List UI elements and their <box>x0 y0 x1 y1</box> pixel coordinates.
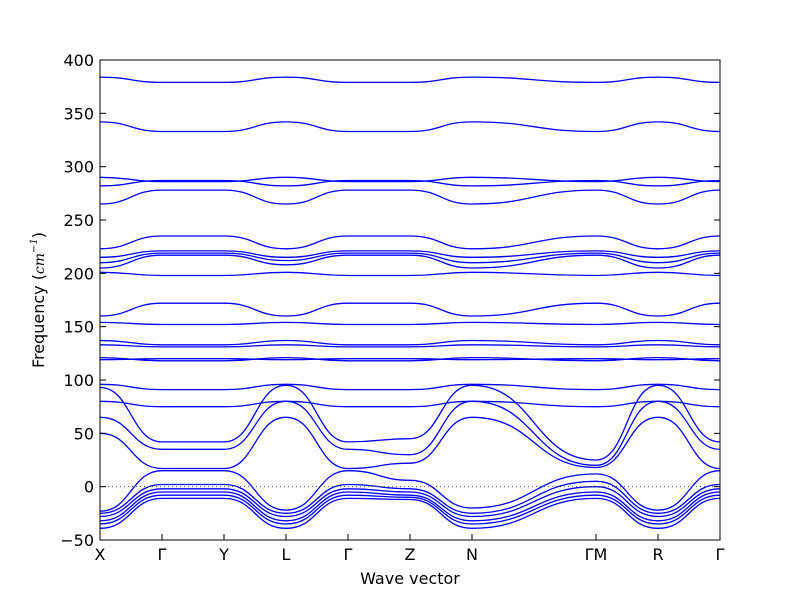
y-axis-ticks: −50 0 50 100 150 200 250 300 350 400 <box>60 51 720 550</box>
x-tick-label: N <box>466 545 478 564</box>
band-2 <box>99 121 721 133</box>
y-tick-label: 0 <box>84 478 94 497</box>
band-14 <box>99 344 721 348</box>
band-26 <box>99 494 721 525</box>
band-20 <box>99 400 721 466</box>
x-tick-label: Γ <box>716 545 725 564</box>
band-7 <box>99 250 721 258</box>
x-axis-ticks: X Γ Y L Γ Z N ΓM R Γ <box>95 534 725 564</box>
x-axis-label: Wave vector <box>360 569 460 588</box>
band-8 <box>99 252 721 264</box>
band-18 <box>99 400 721 408</box>
band-25 <box>99 491 721 522</box>
x-tick-label: R <box>652 545 663 564</box>
y-tick-label: 150 <box>63 318 94 337</box>
y-tick-label: 400 <box>63 51 94 70</box>
band-23 <box>99 480 721 514</box>
y-tick-label: 300 <box>63 158 94 177</box>
band-lines <box>99 76 721 529</box>
band-6 <box>99 235 721 250</box>
band-17 <box>99 383 721 391</box>
y-tick-label: 100 <box>63 371 94 390</box>
x-tick-label: ΓM <box>585 545 608 564</box>
band-3 <box>99 176 721 183</box>
band-22 <box>99 470 721 512</box>
band-24 <box>99 486 721 518</box>
band-19 <box>99 384 721 461</box>
band-21 <box>99 416 721 470</box>
y-tick-label: 250 <box>63 211 94 230</box>
band-12 <box>99 321 721 326</box>
y-tick-label: 50 <box>74 424 94 443</box>
x-tick-label: L <box>282 545 291 564</box>
band-13 <box>99 339 721 346</box>
band-27 <box>99 497 721 529</box>
y-tick-label: 350 <box>63 104 94 123</box>
x-tick-label: X <box>95 545 106 564</box>
x-tick-label: Γ <box>344 545 353 564</box>
x-tick-label: Γ <box>158 545 167 564</box>
band-11 <box>99 302 721 317</box>
band-4 <box>99 179 721 187</box>
band-5 <box>99 189 721 205</box>
y-tick-label: 200 <box>63 264 94 283</box>
band-16 <box>99 358 721 361</box>
band-9 <box>99 254 721 269</box>
y-tick-label: −50 <box>60 531 94 550</box>
y-axis-label: Frequency (cm−1) <box>29 232 48 368</box>
band-1 <box>99 76 721 84</box>
x-tick-label: Z <box>405 545 416 564</box>
band-10 <box>99 271 721 277</box>
x-tick-label: Y <box>218 545 229 564</box>
